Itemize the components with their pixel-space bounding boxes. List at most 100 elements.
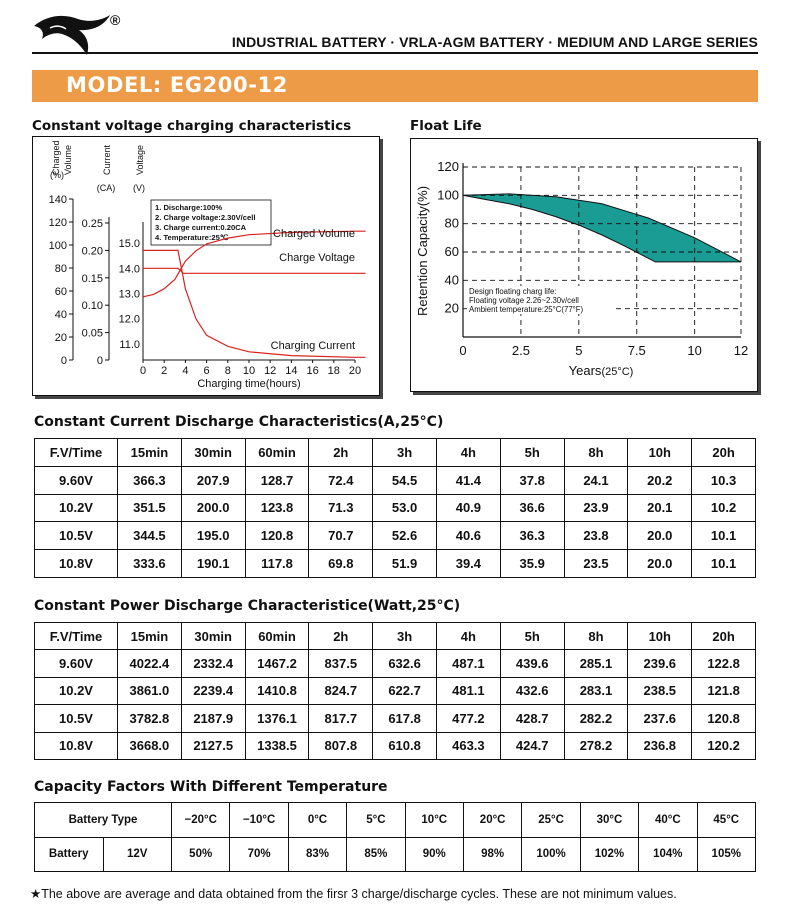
value-cell: 617.8: [372, 704, 437, 733]
row-label-cell: Battery: [34, 836, 104, 872]
voltage-tick-label: 11.0: [119, 339, 140, 351]
value-cell: 4022.4: [117, 649, 182, 678]
volume-tick-label: 80: [55, 263, 67, 275]
volume-tick-label: 60: [55, 286, 67, 298]
axis-unit-label: (%): [50, 170, 64, 180]
y-tick-label: 100: [437, 187, 459, 202]
value-cell: 51.9: [372, 549, 437, 578]
cc-table-title: Constant Current Discharge Characteristi…: [34, 414, 444, 430]
time-tick-label: 0: [140, 365, 146, 377]
float-life-chart-svg: 20 40 60 80 100 120 0 2.5 5 7.5 10 12 Retention Capa…: [415, 159, 748, 378]
value-cell: 3861.0: [117, 676, 182, 706]
value-cell: 351.5: [117, 493, 182, 523]
curve-voltage: [143, 267, 366, 274]
table-header-row: F.V/Time 15min 30min 60min 2h 3h 4h 5h 8h 10h 20h: [34, 621, 756, 651]
column-header: F.V/Time: [34, 438, 118, 467]
value-cell: 2332.4: [180, 649, 246, 678]
chart-note: 3. Charge current:0.20CA: [155, 223, 247, 232]
temperature-factor-table: Battery Type −20°C −10°C 0°C 5°C 10°C 20°C 25°C…: [34, 802, 757, 872]
notes-background: [467, 286, 613, 314]
value-cell: 120.2: [691, 731, 756, 761]
value-cell: 36.3: [499, 521, 565, 551]
time-tick-label: 10: [243, 365, 255, 377]
value-cell: 98%: [462, 836, 523, 872]
temperature-header: 40°C: [638, 802, 698, 838]
row-label-cell: 10.8V: [34, 731, 118, 761]
value-cell: 283.1: [563, 676, 629, 706]
curve-volume: [142, 230, 366, 298]
x-tick-label: 12: [734, 343, 748, 358]
value-cell: 195.0: [180, 521, 246, 551]
chart-note: 1. Discharge:100%: [155, 203, 222, 212]
float-life-chart: 20 40 60 80 100 120 0 2.5 5 7.5 10 12 Retention Capa…: [410, 138, 758, 392]
table-header-row: Battery Type −20°C −10°C 0°C 5°C 10°C 20°C 25°C…: [34, 802, 757, 838]
table-row: 10.2V 351.5 200.0 123.8 71.3 53.0 40.9 36.6 23.9…: [34, 493, 756, 523]
value-cell: 10.1: [691, 521, 756, 551]
value-cell: 104%: [638, 836, 698, 872]
current-tick-label: 0.15: [82, 273, 103, 285]
column-header: 10h: [627, 621, 693, 651]
column-header: 30min: [180, 438, 246, 467]
value-cell: 238.5: [627, 676, 693, 706]
value-cell: 120.8: [244, 521, 310, 551]
table-row: 10.5V 3782.8 2187.9 1376.1 817.7 617.8 477.2 42…: [34, 704, 756, 733]
value-cell: 428.7: [499, 704, 565, 733]
table-row: 10.5V 344.5 195.0 120.8 70.7 52.6 40.6 36.3 23.8…: [34, 521, 756, 551]
value-cell: 123.8: [244, 493, 310, 523]
current-tick-label: 0.10: [82, 300, 103, 312]
volume-tick-label: 140: [49, 194, 67, 206]
time-tick-label: 14: [285, 365, 297, 377]
temperature-header: −10°C: [229, 802, 289, 838]
column-header: 20h: [691, 438, 756, 467]
constant-current-table: F.V/Time 15min 30min 60min 2h 3h 4h 5h 8h 10h 20h 9…: [34, 438, 756, 578]
value-cell: 463.3: [435, 731, 501, 761]
value-cell: 83%: [287, 836, 348, 872]
value-cell: 344.5: [117, 521, 182, 551]
y-axis-label: Retention Capacity(%): [415, 186, 430, 316]
voltage-tick-label: 12.0: [119, 314, 140, 326]
cp-table-title: Constant Power Discharge Characteristice…: [34, 598, 461, 614]
value-cell: 1467.2: [244, 649, 310, 678]
value-cell: 622.7: [372, 676, 437, 706]
footnote: ★The above are average and data obtained…: [30, 887, 677, 901]
temperature-header: 20°C: [462, 802, 523, 838]
row-label-cell: 10.5V: [34, 521, 118, 551]
temperature-header: 25°C: [521, 802, 581, 838]
series-title: INDUSTRIAL BATTERY · VRLA-AGM BATTERY · …: [231, 34, 758, 50]
y-tick-label: 80: [445, 216, 459, 231]
value-cell: 100%: [521, 836, 581, 872]
value-cell: 20.2: [627, 465, 693, 495]
brand-logo: [34, 15, 110, 55]
x-tick-label: 2.5: [512, 343, 530, 358]
row-label-cell: 9.60V: [34, 465, 118, 495]
value-cell: 236.8: [627, 731, 693, 761]
row-label-cell: 10.5V: [34, 704, 118, 733]
curve-current: [143, 249, 366, 358]
value-cell: 10.2: [691, 493, 756, 523]
row-label-cell: 10.2V: [34, 676, 118, 706]
value-cell: 117.8: [244, 549, 310, 578]
table-row: 10.2V 3861.0 2239.4 1410.8 824.7 622.7 481.1 43…: [34, 676, 756, 706]
column-header: 4h: [435, 621, 501, 651]
column-header: F.V/Time: [34, 621, 118, 651]
value-cell: 102%: [579, 836, 640, 872]
time-tick-label: 6: [204, 365, 210, 377]
float-life-title: Float Life: [410, 118, 482, 134]
time-tick-label: 20: [349, 365, 361, 377]
temperature-header: 0°C: [287, 802, 348, 838]
axis-unit-label: (V): [133, 183, 145, 193]
value-cell: 122.8: [691, 649, 756, 678]
value-cell: 10.1: [691, 549, 756, 578]
value-cell: 85%: [346, 836, 406, 872]
curve-label-voltage: Charge Voltage: [279, 252, 355, 264]
value-cell: 2187.9: [180, 704, 246, 733]
volume-tick-label: 0: [61, 355, 67, 367]
battery-voltage-cell: 12V: [102, 836, 172, 872]
model-banner: [32, 70, 758, 102]
value-cell: 333.6: [117, 549, 182, 578]
column-header: 5h: [499, 438, 565, 467]
header-rule: [32, 52, 758, 54]
column-header: 20h: [691, 621, 756, 651]
value-cell: 35.9: [499, 549, 565, 578]
value-cell: 70%: [229, 836, 289, 872]
